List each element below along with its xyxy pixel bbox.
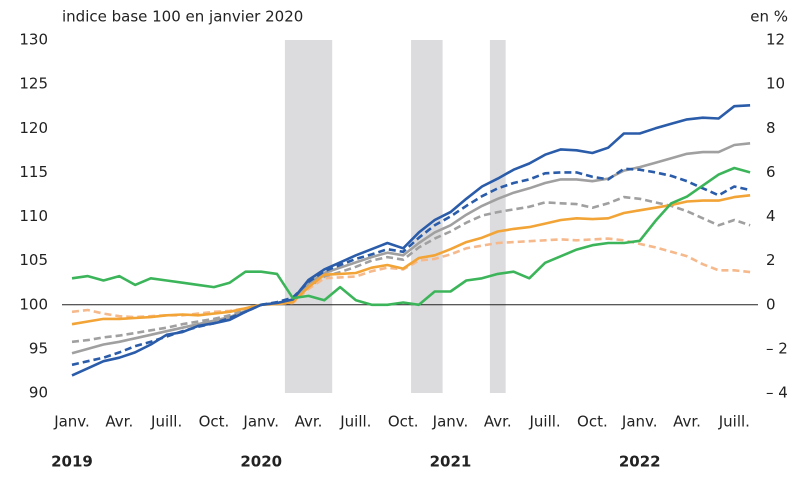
y-tick-label: 115 [19, 163, 48, 181]
x-tick-label: Janv. [432, 413, 469, 431]
y2-tick-label: – 2 [766, 339, 788, 357]
x-group-label: 2020 [240, 453, 282, 471]
y-tick-label: 95 [29, 339, 48, 357]
chart-title: indice base 100 en janvier 2020 [62, 8, 303, 26]
y-tick-label: 105 [19, 251, 48, 269]
x-tick-label: Juill. [718, 413, 750, 431]
x-tick-label: Janv. [621, 413, 658, 431]
series-line [71, 167, 751, 367]
series-line [71, 142, 751, 355]
x-tick-label: Avr. [295, 413, 323, 431]
y2-tick-label: 6 [766, 163, 776, 181]
y2-tick-label: – 4 [766, 384, 788, 402]
shaded-period [284, 40, 333, 393]
y-tick-label: 90 [29, 384, 48, 402]
x-tick-label: Avr. [105, 413, 133, 431]
y-tick-label: 110 [19, 207, 48, 225]
x-group-label: 2019 [51, 453, 93, 471]
shaded-period [489, 40, 506, 393]
x-tick-label: Juill. [339, 413, 371, 431]
x-tick-label: Oct. [199, 413, 230, 431]
x-tick-label: Oct. [388, 413, 419, 431]
series-line [71, 104, 751, 377]
x-tick-label: Oct. [577, 413, 608, 431]
y2-axis-label: en % [750, 8, 788, 26]
series-line [71, 194, 751, 326]
x-group-label: 2021 [430, 453, 472, 471]
y-tick-label: 120 [19, 119, 48, 137]
y2-tick-label: 4 [766, 207, 776, 225]
y-tick-label: 125 [19, 75, 48, 93]
x-group-label: 2022 [619, 453, 661, 471]
x-tick-label: Janv. [53, 413, 90, 431]
x-tick-label: Juill. [150, 413, 182, 431]
y-tick-label: 100 [19, 295, 48, 313]
y2-tick-label: 10 [766, 75, 785, 93]
x-tick-label: Janv. [242, 413, 279, 431]
x-tick-label: Avr. [673, 413, 701, 431]
y2-tick-label: 8 [766, 119, 776, 137]
y2-tick-label: 12 [766, 31, 785, 49]
shaded-period [411, 40, 443, 393]
y-tick-label: 130 [19, 31, 48, 49]
series-line [71, 195, 751, 344]
x-tick-label: Juill. [528, 413, 560, 431]
y2-tick-label: 2 [766, 251, 776, 269]
x-tick-label: Avr. [484, 413, 512, 431]
y2-tick-label: 0 [766, 295, 776, 313]
series-line [71, 166, 751, 307]
